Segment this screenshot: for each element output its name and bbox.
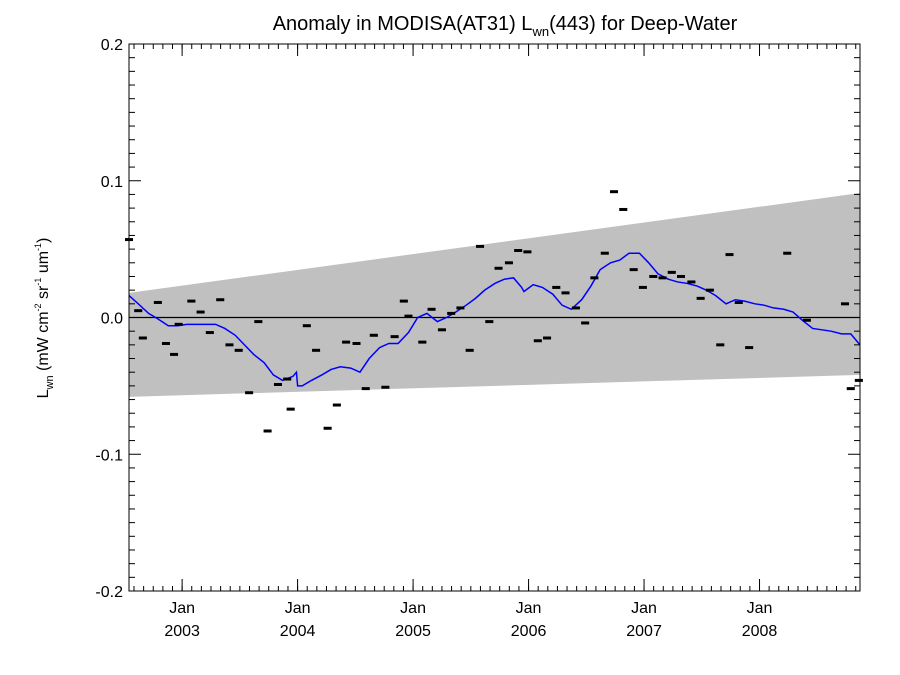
data-point xyxy=(543,336,552,340)
data-point xyxy=(161,341,170,345)
data-point xyxy=(427,307,436,311)
data-point xyxy=(504,261,513,265)
data-point xyxy=(561,291,570,295)
data-point xyxy=(677,274,686,278)
x-tick-label-year: 2005 xyxy=(395,623,431,640)
data-point xyxy=(581,321,590,325)
data-point xyxy=(638,285,647,289)
axis-ticks xyxy=(129,43,860,592)
data-point xyxy=(399,299,408,303)
data-point xyxy=(846,387,855,391)
data-point xyxy=(273,383,282,387)
data-point xyxy=(476,244,485,248)
data-point xyxy=(571,306,580,310)
data-point xyxy=(234,348,243,352)
data-point xyxy=(687,280,696,284)
data-point xyxy=(854,378,863,382)
x-tick-label-year: 2007 xyxy=(626,623,662,640)
y-tick-labels: 0.2 0.1 0.0 -0.1 -0.2 xyxy=(95,37,123,601)
data-point xyxy=(696,296,705,300)
data-point xyxy=(725,253,734,257)
data-point xyxy=(494,266,503,270)
data-point xyxy=(619,207,628,211)
y-tick-label: -0.2 xyxy=(95,584,123,601)
data-point xyxy=(745,346,754,350)
data-point xyxy=(600,251,609,255)
data-point xyxy=(187,299,196,303)
data-point xyxy=(369,333,378,337)
data-point xyxy=(153,300,162,304)
data-points xyxy=(125,190,863,433)
data-point xyxy=(447,311,456,315)
x-tick-label-year: 2008 xyxy=(742,623,778,640)
plot-area xyxy=(125,190,863,433)
data-point xyxy=(286,407,295,411)
data-point xyxy=(667,270,676,274)
data-point xyxy=(456,306,465,310)
data-point xyxy=(590,276,599,280)
data-point xyxy=(418,340,427,344)
x-tick-label-month: Jan xyxy=(400,600,426,617)
x-tick-label-year: 2003 xyxy=(164,623,200,640)
data-point xyxy=(705,288,714,292)
data-point xyxy=(840,302,849,306)
data-point xyxy=(138,336,147,340)
data-point xyxy=(658,276,667,280)
data-point xyxy=(610,190,619,194)
x-tick-label-month: Jan xyxy=(747,600,773,617)
data-point xyxy=(196,310,205,314)
data-point xyxy=(205,331,214,335)
x-tick-label-month: Jan xyxy=(516,600,542,617)
data-point xyxy=(170,352,179,356)
data-point xyxy=(802,318,811,322)
data-point xyxy=(716,343,725,347)
data-point xyxy=(302,324,311,328)
data-point xyxy=(216,298,225,302)
data-point xyxy=(245,391,254,395)
x-tick-label-month: Jan xyxy=(285,600,311,617)
x-tick-label-month: Jan xyxy=(631,600,657,617)
data-point xyxy=(465,348,474,352)
data-point xyxy=(312,348,321,352)
x-tick-label-year: 2004 xyxy=(280,623,316,640)
data-point xyxy=(404,314,413,318)
data-point xyxy=(225,343,234,347)
y-tick-label: 0.2 xyxy=(101,37,123,54)
uncertainty-band xyxy=(129,193,860,397)
x-tick-labels: Jan 2003 Jan 2004 Jan 2005 Jan 2006 Jan 2007 Jan 20… xyxy=(164,600,777,640)
data-point xyxy=(783,251,792,255)
trend-line xyxy=(128,252,861,387)
data-point xyxy=(629,268,638,272)
data-point xyxy=(361,387,370,391)
y-tick-label: 0.1 xyxy=(101,174,123,191)
y-tick-label: 0.0 xyxy=(101,311,123,328)
data-point xyxy=(533,339,542,343)
x-tick-label-year: 2006 xyxy=(511,623,547,640)
data-point xyxy=(523,250,532,254)
data-point xyxy=(134,309,143,313)
data-point xyxy=(332,403,341,407)
data-point xyxy=(552,285,561,289)
data-point xyxy=(174,322,183,326)
data-point xyxy=(254,320,263,324)
data-point xyxy=(323,426,332,430)
data-point xyxy=(381,385,390,389)
data-point xyxy=(263,429,272,433)
data-point xyxy=(390,335,399,339)
data-point xyxy=(352,341,361,345)
y-axis-label: Lwn (mW cm-2 sr-1 um-1) xyxy=(33,238,56,399)
chart-title: Anomaly in MODISA(AT31) Lwn(443) for Dee… xyxy=(273,13,738,39)
y-tick-label: -0.1 xyxy=(95,447,123,464)
data-point xyxy=(283,377,292,381)
data-point xyxy=(649,274,658,278)
x-tick-label-month: Jan xyxy=(169,600,195,617)
data-point xyxy=(734,300,743,304)
data-point xyxy=(437,328,446,332)
data-point xyxy=(514,248,523,252)
data-point xyxy=(485,320,494,324)
data-point xyxy=(342,340,351,344)
